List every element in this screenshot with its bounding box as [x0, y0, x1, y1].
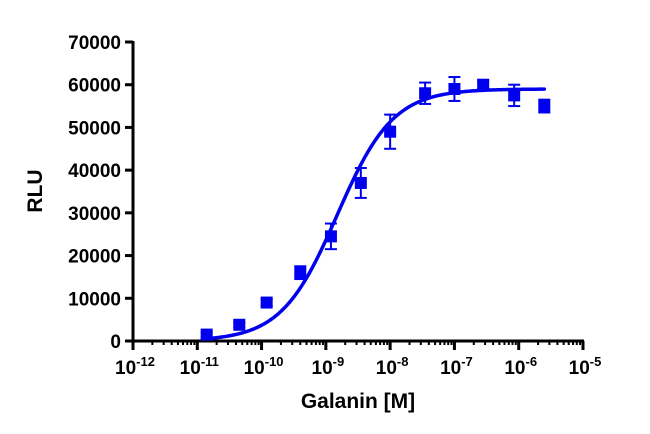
x-tick-exponent: -11	[201, 354, 219, 369]
x-tick-label: 10-9	[312, 354, 345, 379]
x-tick-label: 10-6	[504, 354, 537, 379]
y-tick-label: 30000	[68, 204, 121, 225]
x-tick-base: 10	[376, 358, 397, 379]
fit-curve-group	[200, 87, 547, 341]
data-point	[419, 87, 432, 100]
data-point	[384, 125, 397, 138]
y-tick-label: 10000	[68, 289, 121, 310]
x-tick-exponent: -6	[526, 354, 538, 369]
x-tick-exponent: -9	[333, 354, 345, 369]
x-tick-base: 10	[312, 358, 333, 379]
x-tick-base: 10	[180, 358, 201, 379]
data-point	[233, 318, 246, 331]
y-axis-title: RLU	[24, 169, 47, 212]
data-points-group	[200, 76, 551, 341]
x-axis: 10-12 10-11 10-10 10-9 10-8 10-7 10-6 10-5	[115, 339, 602, 379]
data-point	[294, 266, 307, 279]
x-tick-label: 10-11	[180, 354, 219, 379]
x-tick-exponent: -7	[461, 354, 473, 369]
x-tick-label: 10-7	[440, 354, 473, 379]
x-tick-label: 10-12	[115, 354, 155, 379]
x-tick-base: 10	[115, 358, 136, 379]
data-point	[477, 78, 490, 91]
x-tick-label: 10-10	[244, 354, 284, 379]
x-axis-title: Galanin [M]	[301, 390, 415, 413]
x-tick-exponent: -12	[136, 354, 155, 369]
x-tick-base: 10	[244, 358, 265, 379]
x-tick-exponent: -5	[590, 354, 602, 369]
data-point	[260, 296, 273, 309]
x-tick-base: 10	[569, 358, 590, 379]
data-point	[200, 328, 213, 341]
x-tick-base: 10	[504, 358, 525, 379]
y-tick-label: 70000	[68, 33, 121, 54]
data-point	[448, 82, 461, 95]
y-tick-label: 0	[110, 332, 121, 353]
y-tick-label: 20000	[68, 247, 121, 268]
x-tick-exponent: -10	[265, 354, 284, 369]
y-tick-label: 40000	[68, 161, 121, 182]
fit-curve	[200, 87, 547, 341]
y-tick-label: 50000	[68, 118, 121, 139]
y-tick-label: 60000	[68, 76, 121, 97]
data-point	[538, 100, 551, 113]
data-point	[354, 176, 367, 189]
x-tick-base: 10	[440, 358, 461, 379]
y-axis: 0 10000 20000 30000 40000 50000 60000 70000	[68, 33, 135, 353]
x-tick-exponent: -8	[397, 354, 409, 369]
x-tick-label: 10-8	[376, 354, 409, 379]
data-point	[508, 89, 521, 102]
data-point	[324, 230, 337, 243]
x-tick-label: 10-5	[569, 354, 602, 379]
